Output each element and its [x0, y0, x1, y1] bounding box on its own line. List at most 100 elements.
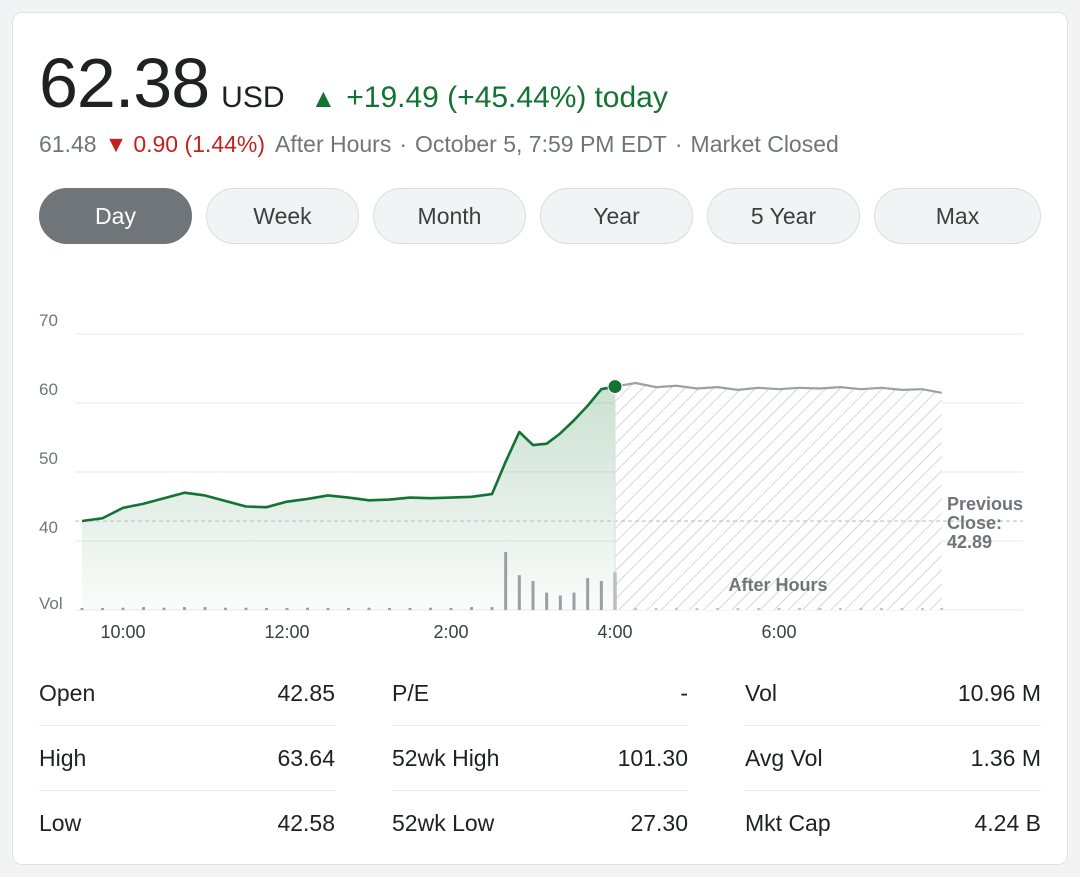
stat-value: 42.58	[277, 810, 335, 836]
after-hours-region-label: After Hours	[728, 575, 827, 595]
x-tick-label: 10:00	[100, 622, 145, 642]
volume-bar	[545, 592, 549, 610]
after-hours-line	[614, 381, 942, 394]
currency-label: USD	[221, 81, 285, 114]
volume-bar	[470, 607, 473, 610]
tab-5-year[interactable]: 5 Year	[707, 188, 860, 244]
tab-month[interactable]: Month	[373, 188, 526, 244]
day-change-value: +19.49 (+45.44%)	[346, 81, 587, 114]
price-line	[81, 385, 616, 523]
volume-bar	[388, 608, 391, 610]
volume-bar	[101, 608, 104, 610]
volume-bar	[326, 608, 330, 610]
quote-datetime: October 5, 7:59 PM EDT	[415, 131, 667, 157]
market-status: Market Closed	[690, 131, 839, 157]
volume-bar	[306, 607, 309, 610]
stats-column: Vol 10.96 M Avg Vol 1.36 M Mkt Cap 4.24 …	[745, 661, 1041, 856]
volume-bar	[859, 608, 863, 610]
volume-bar	[162, 607, 166, 610]
volume-bar	[203, 607, 207, 610]
volume-bar	[285, 608, 289, 610]
volume-bar	[818, 608, 822, 610]
after-hours-region	[615, 382, 942, 610]
stock-quote-card: 62.38 USD ▲ +19.49 (+45.44%) today 61.48…	[12, 12, 1068, 865]
tab-year[interactable]: Year	[540, 188, 693, 244]
y-tick-label: 60	[39, 380, 58, 399]
stat-high: High 63.64	[39, 726, 335, 791]
stat-pe: P/E -	[392, 661, 688, 726]
arrow-down-icon: ▼	[104, 131, 128, 157]
after-hours-change: 0.90 (1.44%)	[133, 131, 266, 157]
stat-value: -	[680, 679, 688, 706]
volume-bar	[558, 595, 562, 610]
stat-label: 52wk High	[392, 744, 500, 771]
volume-bar	[757, 608, 760, 610]
stat-value: 10.96 M	[957, 679, 1041, 706]
volume-bar	[634, 608, 637, 610]
volume-bar	[572, 592, 576, 610]
stat-low: Low 42.58	[39, 791, 335, 856]
volume-bar	[517, 575, 521, 610]
x-tick-label: 6:00	[761, 622, 796, 642]
stat-label: Mkt Cap	[745, 810, 831, 836]
after-hours-label: After Hours	[275, 131, 392, 157]
x-tick-label: 2:00	[433, 622, 468, 642]
stat-52wk-low: 52wk Low 27.30	[392, 791, 688, 856]
volume-bar	[244, 607, 248, 610]
volume-bar	[599, 581, 603, 610]
previous-close-label: Close:	[947, 513, 1002, 533]
volume-bar	[504, 552, 508, 610]
volume-bar	[80, 608, 84, 610]
volume-bar	[586, 578, 590, 610]
stat-open: Open 42.85	[39, 661, 335, 726]
volume-bar	[798, 608, 801, 610]
tab-max[interactable]: Max	[874, 188, 1041, 244]
y-tick-label: 70	[39, 311, 58, 330]
y-tick-label: 40	[39, 518, 58, 537]
stat-label: Vol	[745, 679, 777, 706]
time-range-tabs: Day Week Month Year 5 Year Max	[39, 188, 1041, 244]
volume-bar	[880, 608, 883, 610]
volume-bar	[531, 581, 535, 610]
volume-bar	[367, 607, 371, 610]
stat-label: Low	[39, 810, 82, 836]
stat-value: 63.64	[277, 744, 335, 771]
volume-bar	[183, 607, 186, 610]
previous-close-label: 42.89	[947, 532, 992, 552]
volume-bar	[429, 607, 432, 610]
volume-bar	[921, 608, 924, 610]
stat-52wk-high: 52wk High 101.30	[392, 726, 688, 791]
close-marker-dot	[607, 379, 623, 395]
volume-bar	[736, 608, 740, 610]
y-tick-label: 50	[39, 449, 58, 468]
separator: ·	[674, 131, 683, 157]
volume-bar	[900, 608, 904, 610]
day-change-period: today	[594, 81, 668, 114]
volume-label: Vol	[39, 594, 63, 613]
volume-bar	[716, 608, 719, 610]
x-tick-label: 4:00	[597, 622, 632, 642]
stat-value: 42.85	[277, 679, 335, 706]
volume-bar	[490, 607, 494, 610]
stat-value: 101.30	[617, 744, 688, 771]
volume-bar	[224, 607, 227, 610]
volume-bar	[940, 608, 944, 610]
volume-bar	[408, 608, 412, 610]
volume-bar	[839, 608, 842, 610]
price-header: 62.38 USD ▲ +19.49 (+45.44%) today	[39, 43, 668, 133]
tab-week[interactable]: Week	[206, 188, 359, 244]
arrow-up-icon: ▲	[310, 83, 337, 113]
stat-label: Avg Vol	[745, 744, 823, 771]
stat-value: 27.30	[630, 810, 688, 836]
stat-value: 4.24 B	[974, 810, 1042, 836]
stat-mkt-cap: Mkt Cap 4.24 B	[745, 791, 1041, 856]
stat-label: P/E	[392, 679, 430, 706]
stats-column: P/E - 52wk High 101.30 52wk Low 27.30	[392, 661, 688, 856]
volume-bar	[675, 608, 678, 610]
volume-bar	[121, 607, 125, 610]
volume-bar	[449, 608, 453, 610]
tab-day[interactable]: Day	[39, 188, 192, 244]
stat-avg-vol: Avg Vol 1.36 M	[745, 726, 1041, 791]
volume-bar	[777, 608, 781, 610]
volume-bar	[613, 572, 617, 610]
